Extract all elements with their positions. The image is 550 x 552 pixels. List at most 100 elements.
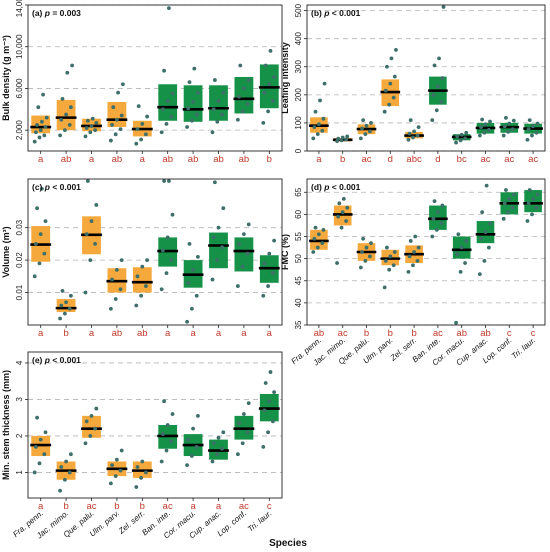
y-tick-label: 2,000 — [15, 120, 24, 141]
data-point — [139, 137, 143, 142]
data-point — [144, 470, 148, 475]
data-point — [459, 245, 464, 250]
data-point — [315, 132, 320, 137]
box-c-7 — [209, 232, 228, 269]
data-point — [115, 457, 119, 462]
data-point — [194, 112, 199, 117]
data-point — [85, 118, 90, 123]
data-point — [140, 264, 145, 269]
data-point — [266, 430, 270, 435]
data-point — [159, 287, 164, 292]
data-point — [383, 258, 388, 263]
data-point — [486, 245, 491, 250]
data-point — [341, 197, 346, 201]
data-point — [408, 118, 413, 123]
data-point — [534, 205, 539, 210]
data-point — [345, 205, 350, 210]
data-point — [88, 434, 93, 438]
data-point — [436, 210, 440, 215]
data-point — [456, 232, 461, 237]
panel-b: 0 100 200 300 400 500 a b ac d abc d bc ac ac ac (b) p <… — [280, 3, 546, 165]
y-tick-label: 400 — [294, 31, 303, 45]
data-point — [113, 297, 118, 301]
data-point — [272, 390, 277, 395]
data-point — [312, 236, 317, 241]
data-point — [211, 441, 216, 446]
data-point — [94, 203, 99, 207]
significance-letter: ac — [361, 154, 371, 165]
data-point — [185, 463, 189, 468]
data-point — [187, 80, 192, 85]
data-point — [60, 289, 65, 293]
data-point — [506, 130, 511, 134]
significance-letter: ab — [239, 154, 250, 165]
data-point — [246, 222, 251, 227]
data-point — [406, 137, 411, 142]
data-point — [439, 99, 444, 104]
data-point — [140, 121, 145, 126]
data-point — [170, 212, 175, 217]
data-point — [167, 179, 171, 183]
panel-a: 2,000 6,000 10,000 14,000 a ab a ab a ab ab ab ab b (a… — [1, 0, 283, 165]
data-point — [530, 212, 534, 217]
data-point — [194, 293, 199, 298]
data-point — [115, 267, 119, 272]
data-point — [89, 124, 94, 128]
y-axis-label: Leafing intensity — [280, 42, 290, 114]
y-tick-label: 0.02 — [15, 252, 24, 268]
data-point — [162, 68, 166, 73]
data-point — [185, 319, 189, 324]
significance-letter: bc — [457, 154, 467, 165]
significance-letter: a — [190, 328, 196, 339]
significance-letter: a — [38, 328, 44, 339]
data-point — [84, 419, 89, 424]
significance-letter: a — [190, 501, 196, 512]
data-point — [108, 481, 113, 486]
data-point — [434, 108, 439, 113]
data-point — [440, 76, 445, 80]
significance-letter: ab — [137, 328, 148, 339]
data-point — [135, 465, 140, 469]
data-point — [164, 121, 169, 126]
data-point — [412, 129, 416, 134]
data-point — [454, 140, 458, 145]
data-point — [488, 119, 492, 124]
data-point — [318, 98, 322, 103]
data-point — [415, 133, 420, 138]
data-point — [480, 117, 485, 122]
data-point — [266, 284, 270, 288]
plot-frame — [27, 351, 283, 499]
data-point — [261, 120, 266, 125]
data-point — [463, 136, 467, 141]
data-point — [526, 201, 531, 206]
data-point — [240, 264, 245, 269]
data-point — [245, 251, 250, 256]
data-point — [35, 206, 39, 211]
data-point — [458, 270, 463, 274]
significance-letter: ac — [433, 328, 443, 339]
data-point — [271, 419, 275, 424]
data-point — [119, 258, 124, 263]
data-point — [185, 125, 189, 129]
data-point — [90, 116, 95, 121]
data-point — [484, 183, 489, 188]
plot-frame — [27, 4, 283, 152]
significance-letter: c — [267, 501, 272, 512]
data-point — [391, 95, 396, 100]
data-point — [391, 263, 396, 268]
significance-letter: ab — [314, 328, 325, 339]
data-point — [242, 86, 246, 91]
data-point — [262, 261, 267, 266]
data-point — [415, 258, 420, 263]
significance-letter: ab — [61, 154, 72, 165]
data-point — [60, 96, 65, 101]
significance-letter: b — [114, 501, 119, 512]
data-point — [382, 109, 387, 114]
data-point — [135, 274, 140, 279]
data-point — [335, 261, 339, 265]
data-point — [272, 238, 277, 243]
data-point — [88, 258, 93, 263]
data-point — [44, 115, 49, 120]
significance-letter: ab — [456, 328, 467, 339]
data-point — [196, 413, 200, 418]
